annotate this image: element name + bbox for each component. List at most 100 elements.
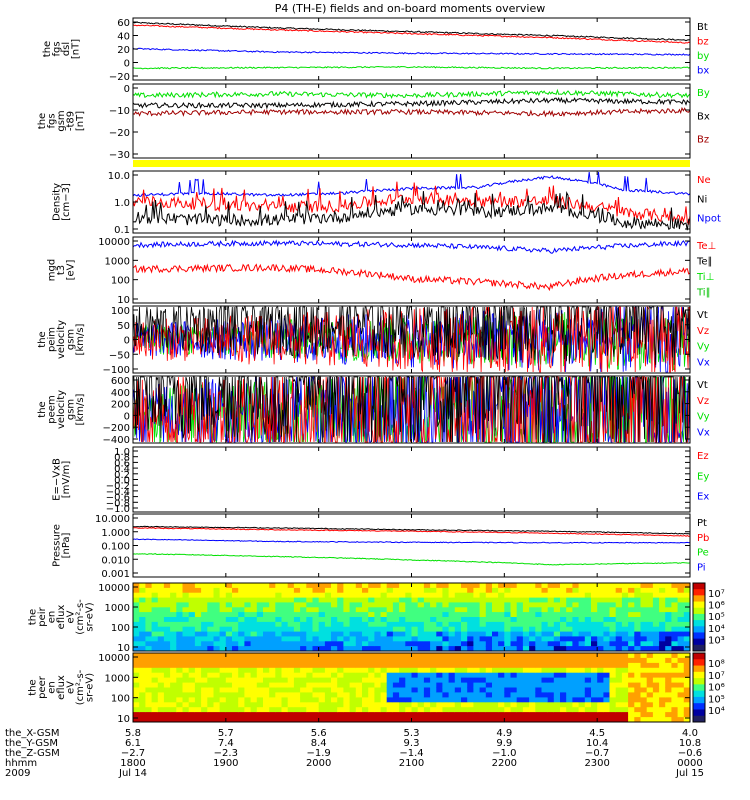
heatmap-cell bbox=[232, 607, 239, 613]
heatmap-cell bbox=[238, 587, 245, 594]
heatmap-cell bbox=[461, 607, 468, 613]
heatmap-cell bbox=[479, 687, 487, 693]
heatmap-cell bbox=[430, 712, 437, 718]
heatmap-cell bbox=[659, 646, 666, 652]
heatmap-cell bbox=[479, 636, 487, 642]
heatmap-cell bbox=[504, 602, 511, 608]
heatmap-cell bbox=[188, 672, 196, 679]
heatmap-cell bbox=[485, 697, 493, 703]
heatmap-cell bbox=[331, 672, 338, 679]
heatmap-cell bbox=[646, 587, 654, 594]
heatmap-cell bbox=[516, 692, 524, 698]
heatmap-cell bbox=[207, 707, 214, 713]
heatmap-cell bbox=[355, 607, 363, 613]
heatmap-cell bbox=[250, 592, 258, 599]
heatmap-cell bbox=[182, 631, 190, 637]
heatmap-cell bbox=[386, 677, 394, 683]
heatmap-cell bbox=[498, 692, 505, 698]
heatmap-cell bbox=[659, 657, 666, 664]
heatmap-cell bbox=[207, 592, 214, 599]
heatmap-cell bbox=[634, 653, 641, 659]
heatmap-cell bbox=[176, 631, 183, 637]
heatmap-cell bbox=[461, 592, 468, 599]
heatmap-cell bbox=[256, 621, 264, 628]
series-line-Npot bbox=[132, 171, 691, 197]
heatmap-cell bbox=[442, 592, 450, 599]
heatmap-cell bbox=[269, 702, 276, 708]
heatmap-cell bbox=[671, 707, 679, 713]
heatmap-cell bbox=[646, 657, 654, 664]
heatmap-cell bbox=[591, 602, 598, 608]
heatmap-cell bbox=[219, 631, 227, 637]
heatmap-cell bbox=[498, 697, 505, 703]
heatmap-cell bbox=[504, 621, 511, 628]
heatmap-cell bbox=[683, 682, 691, 688]
heatmap-cell bbox=[535, 646, 542, 652]
series-line-Ni bbox=[132, 191, 691, 231]
heatmap-cell bbox=[516, 597, 524, 603]
heatmap-cell bbox=[300, 583, 307, 589]
heatmap-cell bbox=[640, 621, 648, 628]
heatmap-cell bbox=[615, 692, 623, 698]
heatmap-cell bbox=[442, 641, 450, 647]
heatmap-cell bbox=[194, 687, 202, 693]
heatmap-cell bbox=[492, 602, 499, 608]
heatmap-cell bbox=[498, 587, 505, 594]
heatmap-cell bbox=[256, 657, 264, 664]
heatmap-cell bbox=[386, 607, 394, 613]
heatmap-cell bbox=[417, 597, 425, 603]
heatmap-cell bbox=[547, 662, 555, 669]
heatmap-cell bbox=[560, 583, 567, 589]
heatmap-cell bbox=[597, 592, 604, 599]
heatmap-cell bbox=[151, 641, 159, 647]
heatmap-cell bbox=[621, 653, 629, 659]
heatmap-cell bbox=[300, 636, 307, 642]
y-axis-label-line: velocity bbox=[56, 390, 67, 429]
heatmap-cell bbox=[170, 597, 177, 603]
heatmap-cell bbox=[504, 646, 511, 652]
heatmap-cell bbox=[461, 653, 468, 659]
heatmap-cell bbox=[535, 662, 542, 669]
heatmap-cell bbox=[368, 687, 375, 693]
heatmap-cell bbox=[343, 702, 351, 708]
heatmap-cell bbox=[566, 621, 573, 628]
heatmap-cell bbox=[133, 587, 140, 594]
heatmap-cell bbox=[139, 607, 146, 613]
heatmap-cell bbox=[355, 602, 363, 608]
heatmap-cell bbox=[677, 657, 685, 664]
heatmap-cell bbox=[244, 612, 252, 618]
heatmap-cell bbox=[139, 702, 146, 708]
heatmap-cell bbox=[250, 677, 258, 683]
heatmap-cell bbox=[176, 636, 183, 642]
heatmap-cell bbox=[405, 612, 412, 618]
heatmap-cell bbox=[244, 597, 252, 603]
heatmap-cell bbox=[392, 621, 400, 628]
heatmap-cell bbox=[560, 621, 567, 628]
heatmap-cell bbox=[139, 597, 146, 603]
heatmap-cell bbox=[615, 631, 623, 637]
heatmap-cell bbox=[436, 607, 443, 613]
heatmap-cell bbox=[677, 583, 685, 589]
heatmap-cell bbox=[324, 631, 332, 637]
heatmap-cell bbox=[238, 682, 245, 688]
heatmap-cell bbox=[176, 621, 183, 628]
heatmap-cell bbox=[163, 617, 171, 623]
ephemeris-value: 10.8 bbox=[679, 738, 701, 749]
heatmap-cell bbox=[529, 587, 536, 594]
heatmap-cell bbox=[492, 597, 499, 603]
heatmap-cell bbox=[609, 641, 617, 647]
heatmap-cell bbox=[436, 707, 443, 713]
heatmap-cell bbox=[423, 672, 431, 679]
heatmap-cell bbox=[188, 646, 196, 652]
heatmap-cell bbox=[436, 702, 443, 708]
heatmap-cell bbox=[194, 592, 202, 599]
heatmap-cell bbox=[188, 682, 196, 688]
heatmap-cell bbox=[615, 612, 623, 618]
heatmap-cell bbox=[201, 687, 208, 693]
heatmap-cell bbox=[461, 672, 468, 679]
heatmap-cell bbox=[529, 702, 536, 708]
heatmap-cell bbox=[454, 621, 462, 628]
y-tick-label: 10.000 bbox=[95, 514, 130, 525]
heatmap-cell bbox=[547, 692, 555, 698]
colorbar-label: 10⁸ bbox=[708, 659, 725, 670]
